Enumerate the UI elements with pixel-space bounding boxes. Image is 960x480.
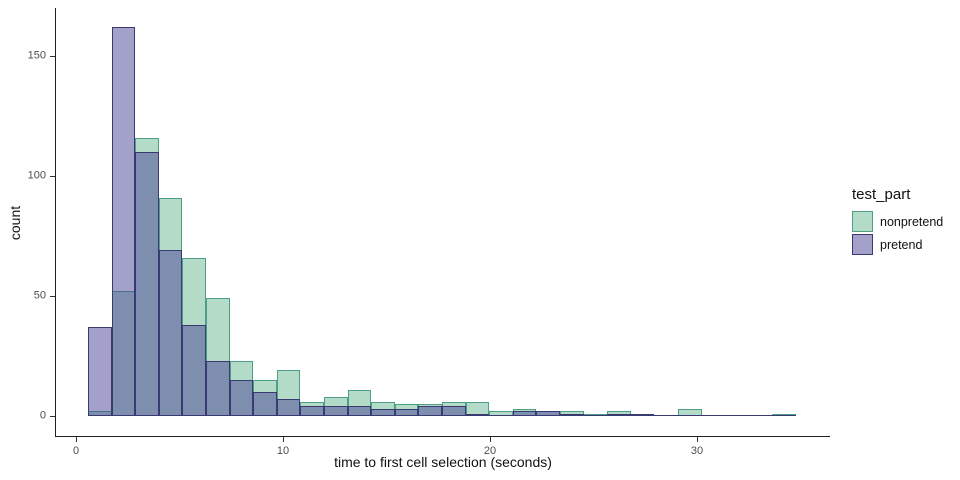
y-axis-title: count	[7, 205, 23, 241]
histogram-bar-pretend	[323, 406, 348, 416]
histogram-bar-pretend	[88, 327, 112, 416]
histogram-bar-pretend	[276, 399, 301, 416]
y-tick-label: 100	[27, 169, 46, 182]
x-axis-line	[55, 436, 830, 438]
histogram-bar-pretend	[418, 406, 442, 416]
legend-swatch-nonpretend	[852, 211, 873, 232]
x-tick	[76, 437, 77, 442]
x-tick	[283, 437, 284, 442]
x-tick-label: 30	[690, 445, 704, 457]
y-tick	[50, 416, 55, 417]
y-tick	[50, 176, 55, 177]
histogram-bar-pretend	[607, 413, 631, 416]
x-tick-label: 10	[276, 445, 290, 457]
histogram-bar-pretend	[135, 152, 159, 416]
histogram-bar-pretend	[182, 324, 206, 416]
y-axis-line	[55, 8, 57, 437]
histogram-bar-pretend	[347, 406, 372, 416]
y-tick	[50, 296, 55, 297]
histogram-bar-pretend	[371, 408, 395, 416]
y-tick-label: 50	[33, 289, 46, 302]
y-tick-label: 150	[27, 49, 46, 62]
legend-title: test_part	[852, 186, 911, 203]
legend-swatch-pretend	[852, 234, 873, 255]
histogram-bar-pretend	[253, 392, 277, 416]
legend: test_part nonpretend pretend	[846, 186, 943, 257]
x-axis-title: time to first cell selection (seconds)	[334, 454, 552, 470]
histogram-bar-pretend	[465, 413, 490, 416]
histogram-bar-pretend	[394, 408, 419, 416]
x-tick	[697, 437, 698, 442]
legend-item-nonpretend: nonpretend	[852, 211, 943, 232]
histogram-bar-pretend	[630, 413, 655, 416]
x-tick-label: 20	[483, 445, 497, 457]
legend-label-pretend: pretend	[880, 237, 923, 252]
x-tick-label: 0	[72, 445, 80, 457]
legend-item-pretend: pretend	[852, 234, 943, 255]
y-tick	[50, 56, 55, 57]
histogram-bar-pretend	[111, 27, 136, 416]
histogram-bar-pretend	[158, 250, 183, 416]
x-tick	[490, 437, 491, 442]
chart-panel: 0 10 20 30 0 50 100 150	[28, 8, 830, 457]
histogram-bar-pretend	[536, 411, 560, 416]
histogram-bar-pretend	[512, 411, 537, 416]
histogram-bar-pretend	[300, 406, 324, 416]
y-tick-label: 0	[39, 409, 46, 422]
histogram-bar-pretend	[229, 380, 254, 416]
histogram-bar-pretend	[441, 406, 466, 416]
histogram-bar-pretend	[206, 360, 230, 416]
legend-label-nonpretend: nonpretend	[880, 214, 944, 229]
histogram-bar-pretend	[559, 413, 584, 416]
